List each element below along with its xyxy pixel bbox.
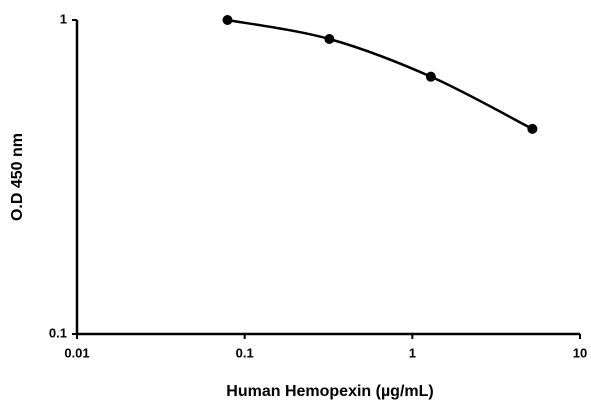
point xyxy=(324,33,335,44)
point xyxy=(425,71,436,82)
x-tick-label: 1 xyxy=(409,345,416,360)
point xyxy=(527,123,538,134)
point xyxy=(222,15,233,25)
x-tick-label: 0.1 xyxy=(236,345,254,360)
y-axis-title: O.D 450 nm xyxy=(9,133,26,221)
x-tick-label: 10 xyxy=(573,345,587,360)
x-tick-label: 0.01 xyxy=(64,345,89,360)
y-tick-label: 1 xyxy=(60,11,67,26)
y-tick-label: 0.1 xyxy=(49,325,67,340)
x-axis-title: Human Hemopexin (µg/mL) xyxy=(226,383,433,400)
line xyxy=(227,18,533,131)
